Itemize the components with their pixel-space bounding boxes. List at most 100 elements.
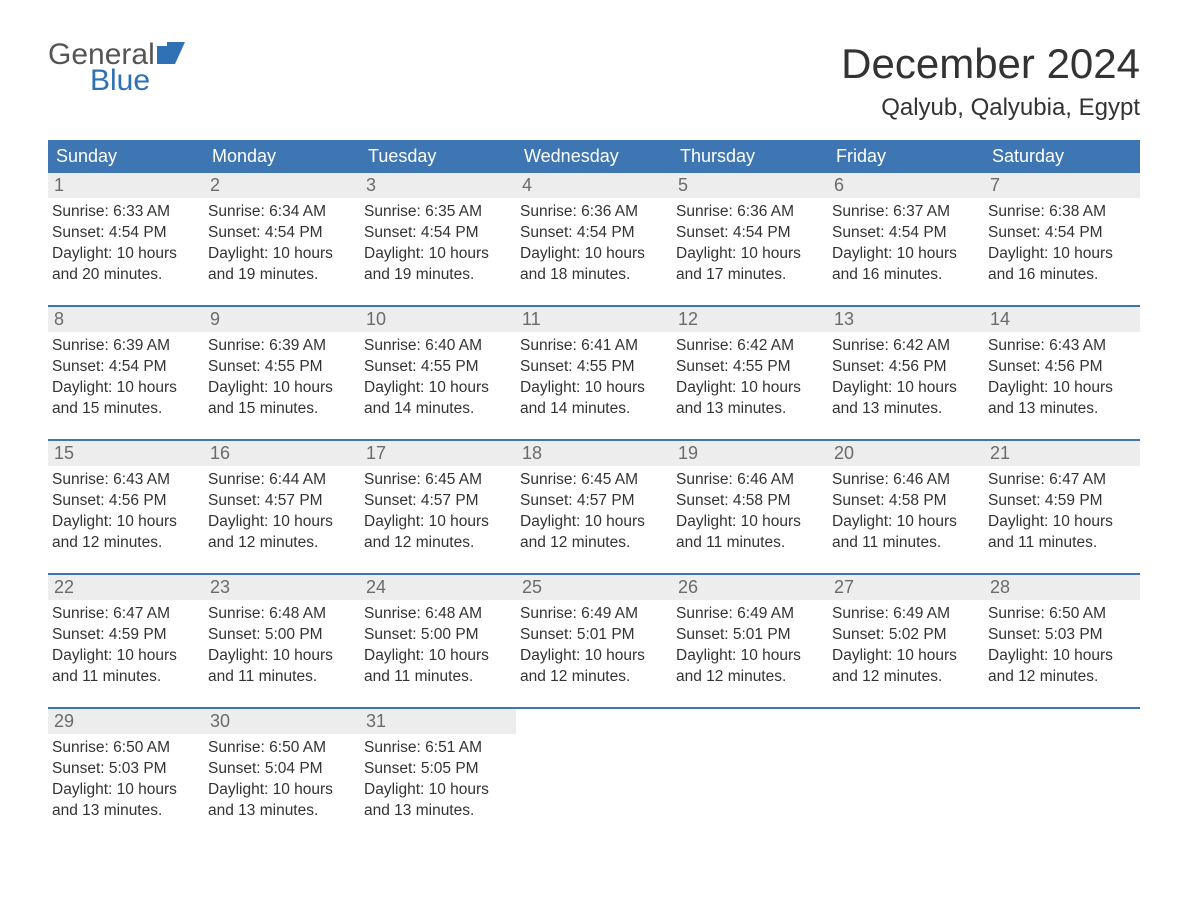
day-number: 5 — [672, 173, 828, 198]
cell-text: Sunrise: 6:48 AMSunset: 5:00 PMDaylight:… — [204, 600, 360, 692]
day-number: 3 — [360, 173, 516, 198]
cell-line-sunrise: Sunrise: 6:48 AM — [364, 604, 510, 625]
cell-line-day1: Daylight: 10 hours — [520, 512, 666, 533]
cell-line-sunset: Sunset: 4:58 PM — [832, 491, 978, 512]
cell-line-day1: Daylight: 10 hours — [988, 244, 1134, 265]
cell-line-day1: Daylight: 10 hours — [676, 378, 822, 399]
day-number: 2 — [204, 173, 360, 198]
week-row: 1Sunrise: 6:33 AMSunset: 4:54 PMDaylight… — [48, 173, 1140, 291]
cell-text: Sunrise: 6:36 AMSunset: 4:54 PMDaylight:… — [516, 198, 672, 290]
calendar-cell: 13Sunrise: 6:42 AMSunset: 4:56 PMDayligh… — [828, 307, 984, 425]
cell-line-day1: Daylight: 10 hours — [364, 378, 510, 399]
cell-line-sunset: Sunset: 5:01 PM — [520, 625, 666, 646]
cell-text: Sunrise: 6:45 AMSunset: 4:57 PMDaylight:… — [360, 466, 516, 558]
cell-text: Sunrise: 6:50 AMSunset: 5:03 PMDaylight:… — [984, 600, 1140, 692]
cell-line-sunset: Sunset: 4:54 PM — [676, 223, 822, 244]
calendar-cell — [672, 709, 828, 827]
cell-text: Sunrise: 6:48 AMSunset: 5:00 PMDaylight:… — [360, 600, 516, 692]
cell-line-day1: Daylight: 10 hours — [832, 244, 978, 265]
cell-line-sunrise: Sunrise: 6:41 AM — [520, 336, 666, 357]
cell-text: Sunrise: 6:51 AMSunset: 5:05 PMDaylight:… — [360, 734, 516, 826]
day-number: 21 — [984, 441, 1140, 466]
cell-line-sunset: Sunset: 5:01 PM — [676, 625, 822, 646]
cell-line-day1: Daylight: 10 hours — [520, 378, 666, 399]
day-number: 11 — [516, 307, 672, 332]
cell-text: Sunrise: 6:49 AMSunset: 5:01 PMDaylight:… — [516, 600, 672, 692]
calendar-cell: 7Sunrise: 6:38 AMSunset: 4:54 PMDaylight… — [984, 173, 1140, 291]
cell-line-sunrise: Sunrise: 6:36 AM — [676, 202, 822, 223]
calendar-cell: 14Sunrise: 6:43 AMSunset: 4:56 PMDayligh… — [984, 307, 1140, 425]
day-number: 31 — [360, 709, 516, 734]
cell-line-sunrise: Sunrise: 6:39 AM — [208, 336, 354, 357]
cell-line-sunset: Sunset: 5:05 PM — [364, 759, 510, 780]
cell-line-sunrise: Sunrise: 6:51 AM — [364, 738, 510, 759]
calendar-cell: 8Sunrise: 6:39 AMSunset: 4:54 PMDaylight… — [48, 307, 204, 425]
calendar-cell — [516, 709, 672, 827]
cell-line-sunrise: Sunrise: 6:47 AM — [988, 470, 1134, 491]
day-number: 30 — [204, 709, 360, 734]
day-number: 25 — [516, 575, 672, 600]
cell-line-sunrise: Sunrise: 6:33 AM — [52, 202, 198, 223]
cell-line-day1: Daylight: 10 hours — [988, 512, 1134, 533]
cell-text: Sunrise: 6:41 AMSunset: 4:55 PMDaylight:… — [516, 332, 672, 424]
cell-text: Sunrise: 6:33 AMSunset: 4:54 PMDaylight:… — [48, 198, 204, 290]
cell-line-sunset: Sunset: 4:58 PM — [676, 491, 822, 512]
cell-line-day2: and 13 minutes. — [52, 801, 198, 822]
calendar-cell: 4Sunrise: 6:36 AMSunset: 4:54 PMDaylight… — [516, 173, 672, 291]
cell-text: Sunrise: 6:42 AMSunset: 4:55 PMDaylight:… — [672, 332, 828, 424]
cell-line-day2: and 19 minutes. — [208, 265, 354, 286]
calendar-cell: 20Sunrise: 6:46 AMSunset: 4:58 PMDayligh… — [828, 441, 984, 559]
cell-line-day2: and 12 minutes. — [364, 533, 510, 554]
cell-line-sunrise: Sunrise: 6:40 AM — [364, 336, 510, 357]
cell-line-sunrise: Sunrise: 6:49 AM — [832, 604, 978, 625]
day-number: 27 — [828, 575, 984, 600]
day-number: 19 — [672, 441, 828, 466]
cell-line-day1: Daylight: 10 hours — [832, 378, 978, 399]
calendar-cell: 26Sunrise: 6:49 AMSunset: 5:01 PMDayligh… — [672, 575, 828, 693]
calendar-cell: 22Sunrise: 6:47 AMSunset: 4:59 PMDayligh… — [48, 575, 204, 693]
calendar-cell: 29Sunrise: 6:50 AMSunset: 5:03 PMDayligh… — [48, 709, 204, 827]
cell-line-sunset: Sunset: 4:56 PM — [52, 491, 198, 512]
day-number: 24 — [360, 575, 516, 600]
calendar-cell: 27Sunrise: 6:49 AMSunset: 5:02 PMDayligh… — [828, 575, 984, 693]
weeks-container: 1Sunrise: 6:33 AMSunset: 4:54 PMDaylight… — [48, 173, 1140, 827]
cell-line-day1: Daylight: 10 hours — [52, 646, 198, 667]
cell-line-sunrise: Sunrise: 6:49 AM — [520, 604, 666, 625]
cell-text: Sunrise: 6:34 AMSunset: 4:54 PMDaylight:… — [204, 198, 360, 290]
cell-line-day2: and 16 minutes. — [988, 265, 1134, 286]
cell-text: Sunrise: 6:47 AMSunset: 4:59 PMDaylight:… — [48, 600, 204, 692]
cell-line-day2: and 13 minutes. — [364, 801, 510, 822]
cell-line-day1: Daylight: 10 hours — [988, 378, 1134, 399]
logo-text: General Blue — [48, 40, 185, 96]
day-number: 14 — [984, 307, 1140, 332]
cell-line-day1: Daylight: 10 hours — [364, 780, 510, 801]
cell-line-day2: and 11 minutes. — [364, 667, 510, 688]
logo-flag-icon — [157, 42, 185, 68]
cell-line-day1: Daylight: 10 hours — [52, 244, 198, 265]
cell-line-day2: and 13 minutes. — [832, 399, 978, 420]
cell-line-day1: Daylight: 10 hours — [832, 646, 978, 667]
cell-line-day2: and 13 minutes. — [208, 801, 354, 822]
calendar-cell: 30Sunrise: 6:50 AMSunset: 5:04 PMDayligh… — [204, 709, 360, 827]
day-number: 26 — [672, 575, 828, 600]
day-number: 13 — [828, 307, 984, 332]
week-row: 15Sunrise: 6:43 AMSunset: 4:56 PMDayligh… — [48, 439, 1140, 559]
calendar-cell: 19Sunrise: 6:46 AMSunset: 4:58 PMDayligh… — [672, 441, 828, 559]
cell-line-sunset: Sunset: 4:57 PM — [364, 491, 510, 512]
logo: General Blue — [48, 40, 185, 96]
cell-line-sunset: Sunset: 5:03 PM — [988, 625, 1134, 646]
cell-line-day2: and 12 minutes. — [832, 667, 978, 688]
cell-line-sunrise: Sunrise: 6:34 AM — [208, 202, 354, 223]
cell-text: Sunrise: 6:44 AMSunset: 4:57 PMDaylight:… — [204, 466, 360, 558]
cell-line-sunrise: Sunrise: 6:43 AM — [988, 336, 1134, 357]
cell-line-day2: and 14 minutes. — [364, 399, 510, 420]
cell-line-sunset: Sunset: 5:04 PM — [208, 759, 354, 780]
cell-line-sunset: Sunset: 4:59 PM — [988, 491, 1134, 512]
cell-line-sunrise: Sunrise: 6:47 AM — [52, 604, 198, 625]
day-number: 9 — [204, 307, 360, 332]
day-number: 20 — [828, 441, 984, 466]
week-row: 8Sunrise: 6:39 AMSunset: 4:54 PMDaylight… — [48, 305, 1140, 425]
dayhead-wed: Wednesday — [516, 140, 672, 173]
cell-text: Sunrise: 6:49 AMSunset: 5:02 PMDaylight:… — [828, 600, 984, 692]
cell-line-sunrise: Sunrise: 6:39 AM — [52, 336, 198, 357]
